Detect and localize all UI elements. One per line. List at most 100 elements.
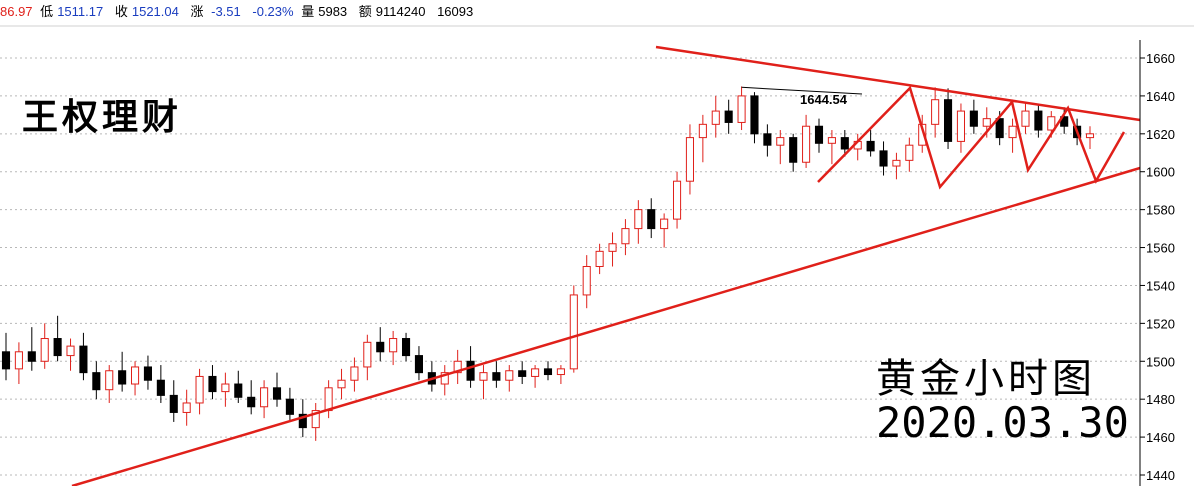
candle-body — [969, 110, 978, 127]
candle-body — [505, 370, 514, 381]
candle-body — [324, 387, 333, 412]
candle-body — [27, 351, 36, 362]
candle-body — [750, 95, 759, 135]
candle-body — [892, 159, 901, 167]
candle-body — [1, 351, 11, 370]
candle-body — [195, 375, 204, 404]
candle-body — [143, 366, 153, 381]
candle-body — [802, 125, 811, 163]
close-label: 收 1521.04 — [114, 4, 179, 19]
candle-body — [234, 383, 243, 398]
y-tick-label: 1460 — [1146, 430, 1175, 445]
candle-body — [776, 137, 785, 146]
candle-body — [621, 228, 630, 245]
candle-body — [647, 209, 656, 230]
candle-body — [221, 383, 230, 393]
close-value: 1521.04 — [131, 4, 179, 19]
candle-body — [66, 345, 75, 357]
candles: 1644.54 — [1, 86, 1095, 441]
low-value: 1511.17 — [57, 4, 104, 19]
candle-body — [118, 370, 127, 385]
y-tick-label: 1660 — [1146, 51, 1175, 66]
amount-value: 9114240 — [375, 4, 426, 19]
candle-body — [789, 137, 798, 163]
amount-label: 额 9114240 — [358, 4, 426, 19]
wave-pattern — [817, 85, 1126, 190]
candle-body — [92, 372, 101, 391]
candle-body — [466, 360, 475, 381]
candle-body — [827, 137, 836, 144]
candle-body — [40, 338, 49, 362]
candle-body — [1021, 110, 1030, 127]
candle-body — [453, 360, 462, 374]
support-trendline — [71, 166, 1141, 486]
candle-body — [130, 366, 140, 385]
candle-body — [608, 243, 617, 252]
candle-body — [711, 110, 720, 125]
candle-body — [208, 375, 217, 393]
candle-body — [995, 118, 1004, 139]
candle-body — [14, 351, 23, 370]
candle-body — [376, 341, 385, 353]
candle-body — [79, 345, 88, 374]
y-tick-label: 1500 — [1146, 354, 1175, 369]
candle-body — [272, 387, 282, 400]
y-tick-label: 1600 — [1146, 165, 1175, 180]
candle-body — [1085, 133, 1095, 139]
candle-body — [401, 338, 411, 357]
candle-body — [685, 137, 695, 182]
candle-body — [982, 118, 991, 127]
candle-body — [943, 99, 953, 142]
y-tick-label: 1540 — [1146, 278, 1175, 293]
candle-body — [518, 370, 527, 377]
candle-body — [285, 398, 294, 415]
candle-body — [660, 218, 669, 230]
candle-body — [337, 379, 346, 389]
quote-header: 86.97 低 1511.17 收 1521.04 涨 -3.51 -0.23% 量… — [0, 0, 1194, 26]
candle-body — [763, 133, 772, 146]
extra-value: 16093 — [437, 4, 474, 19]
candle-body — [595, 250, 604, 268]
candle-body — [814, 125, 824, 144]
volume-value: 5983 — [318, 4, 348, 19]
chart-subtitle: 黄金小时图 — [876, 356, 1096, 402]
candle-body — [840, 137, 849, 150]
high-annotation-leader — [741, 86, 863, 95]
y-tick-label: 1580 — [1146, 203, 1175, 218]
trendlines — [71, 45, 1141, 486]
candle-body — [182, 402, 191, 413]
candle-body — [389, 338, 398, 353]
candle-body — [672, 180, 682, 220]
change-pct-value: -0.23% — [252, 4, 294, 19]
candle-body — [531, 368, 540, 377]
candle-body — [156, 379, 165, 396]
candle-body — [414, 355, 424, 374]
resistance-trendline — [655, 45, 1141, 122]
y-tick-label: 1440 — [1146, 468, 1175, 483]
open-value: 86.97 — [0, 4, 33, 19]
chart-date: 2020.03.30 — [876, 398, 1129, 447]
candle-body — [582, 266, 591, 296]
candle-body — [311, 410, 320, 429]
y-tick-label: 1620 — [1146, 127, 1175, 142]
volume-label: 量 5983 — [301, 4, 348, 19]
candle-body — [492, 372, 501, 381]
candle-body — [956, 110, 966, 142]
candle-body — [543, 368, 553, 376]
candle-body — [879, 150, 888, 167]
y-tick-label: 1480 — [1146, 392, 1175, 407]
y-axis: 1440 1460 1480 1500 1520 1540 1560 1580 1600 1620… — [1139, 40, 1175, 486]
candle-body — [169, 394, 178, 413]
y-tick-label: 1560 — [1146, 241, 1175, 256]
candle-body — [363, 341, 372, 368]
candle-body — [569, 294, 578, 370]
candle-body — [724, 110, 733, 123]
candle-body — [931, 99, 940, 125]
candle-body — [905, 144, 914, 161]
y-tick-label: 1640 — [1146, 89, 1175, 104]
high-annotation-label: 1644.54 — [800, 92, 848, 107]
candle-body — [479, 372, 488, 381]
candle-body — [1008, 125, 1017, 139]
candle-body — [556, 368, 565, 376]
